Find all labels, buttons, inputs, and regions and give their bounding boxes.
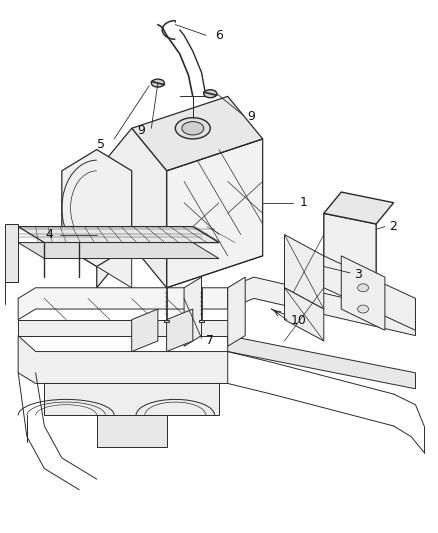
Polygon shape <box>341 256 385 330</box>
Polygon shape <box>79 192 132 288</box>
Polygon shape <box>199 320 204 322</box>
Ellipse shape <box>175 118 210 139</box>
Polygon shape <box>18 243 219 259</box>
Text: 9: 9 <box>247 110 255 123</box>
Polygon shape <box>18 320 228 336</box>
Text: 6: 6 <box>215 29 223 42</box>
Polygon shape <box>18 336 228 383</box>
Polygon shape <box>18 227 219 243</box>
Polygon shape <box>166 139 263 288</box>
Text: 4: 4 <box>45 228 53 241</box>
Polygon shape <box>97 128 166 288</box>
Polygon shape <box>166 309 193 352</box>
Text: 5: 5 <box>98 138 106 151</box>
Text: 10: 10 <box>291 314 307 327</box>
Text: 9: 9 <box>137 124 145 138</box>
Polygon shape <box>324 192 394 224</box>
Polygon shape <box>97 415 166 447</box>
Polygon shape <box>132 96 263 171</box>
Polygon shape <box>132 309 158 352</box>
Ellipse shape <box>182 122 204 135</box>
Polygon shape <box>228 277 245 346</box>
Text: 1: 1 <box>300 196 307 209</box>
Text: 7: 7 <box>206 334 214 348</box>
Polygon shape <box>228 336 416 389</box>
Text: 2: 2 <box>389 220 397 233</box>
Ellipse shape <box>357 305 368 313</box>
Polygon shape <box>164 320 169 322</box>
Polygon shape <box>324 256 416 330</box>
Ellipse shape <box>151 79 164 87</box>
Ellipse shape <box>357 284 368 292</box>
Polygon shape <box>44 383 219 415</box>
Polygon shape <box>228 277 416 336</box>
Polygon shape <box>18 288 228 320</box>
Ellipse shape <box>204 90 217 98</box>
Polygon shape <box>5 224 18 282</box>
Polygon shape <box>285 235 324 309</box>
Polygon shape <box>184 277 201 346</box>
Polygon shape <box>62 150 132 266</box>
Text: 3: 3 <box>354 268 362 281</box>
Polygon shape <box>324 213 376 277</box>
Polygon shape <box>285 288 324 341</box>
